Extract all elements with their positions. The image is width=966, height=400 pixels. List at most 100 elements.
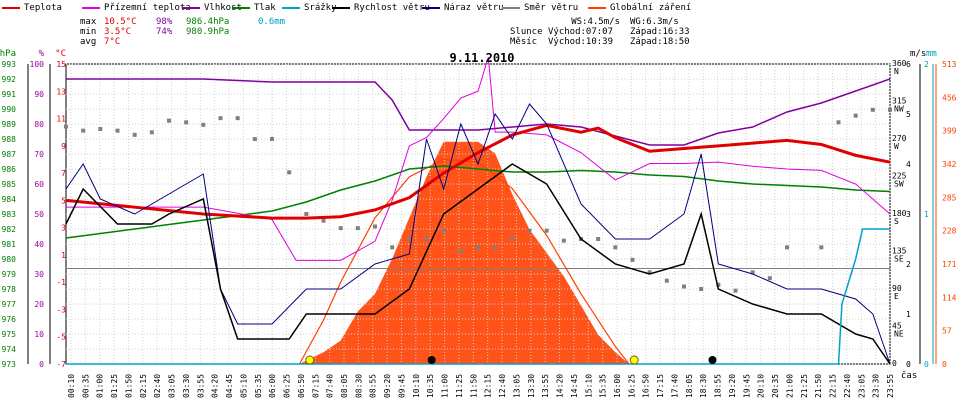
clear-sky-radiation-line xyxy=(298,158,630,365)
pressure-axis-tick: 984 xyxy=(2,195,17,204)
temperature-axis-tick: 3 xyxy=(61,224,66,233)
legend-swatch xyxy=(82,7,100,9)
wind-direction-point xyxy=(596,237,601,241)
direction-letter: SE xyxy=(894,255,904,264)
wind-direction-point xyxy=(338,226,343,231)
axes-layer: 00:10 00:35 01:00 01:25 01:50 02:15 02:40 03:05… xyxy=(0,49,957,398)
x-tick-label: 16:50 xyxy=(642,374,651,398)
x-tick-label: 20:10 xyxy=(757,374,766,398)
wind-direction-point xyxy=(252,137,257,141)
radiation-tick: 228 xyxy=(942,227,957,236)
humidity-axis-tick: 70 xyxy=(34,150,44,159)
wind-direction-point xyxy=(819,245,824,250)
radiation-tick: 114 xyxy=(942,293,957,302)
direction-tick: 0 xyxy=(892,359,897,368)
pressure-axis-tick: 993 xyxy=(2,60,17,69)
wind-direction-point xyxy=(510,237,515,241)
wind-speed-tick: 6 xyxy=(906,60,911,69)
humidity-axis-tick: 100 xyxy=(30,60,45,69)
direction-tick: 225 xyxy=(892,172,907,181)
temperature-axis-tick: 1 xyxy=(61,251,66,260)
pressure-axis-tick: 978 xyxy=(2,285,17,294)
sunset-time: Západ:16:33 xyxy=(630,27,690,37)
markers-layer xyxy=(305,355,717,365)
legend-label: Směr větru xyxy=(524,3,579,13)
humidity-axis-tick: 20 xyxy=(34,300,44,309)
x-tick-label: 06:50 xyxy=(297,374,306,398)
temperature-axis-tick: -3 xyxy=(56,305,66,314)
legend-swatch xyxy=(2,7,20,9)
wind-gust-line xyxy=(65,103,891,365)
wind-direction-point xyxy=(407,237,412,241)
direction-letter: S xyxy=(894,217,899,226)
direction-letter: W xyxy=(894,142,899,151)
stats-max-temperature: 10.5°C xyxy=(104,17,137,27)
x-tick-label: 13:30 xyxy=(527,374,536,398)
wind-gust-summary: WG:6.3m/s xyxy=(630,17,679,27)
x-tick-label: 08:30 xyxy=(354,374,363,398)
legend-item: Globální záření xyxy=(588,3,691,13)
legend-swatch xyxy=(502,7,520,9)
wind-direction-point xyxy=(287,170,292,175)
temperature-axis-tick: 15 xyxy=(56,60,66,69)
wind-direction-point xyxy=(201,122,206,127)
direction-letter: E xyxy=(894,292,899,301)
moonset-time: Západ:18:50 xyxy=(630,37,690,47)
direction-tick: 315 xyxy=(892,97,907,106)
x-tick-label: 11:25 xyxy=(455,374,464,398)
legend-swatch xyxy=(232,7,250,9)
wind-direction-point xyxy=(767,276,772,281)
x-tick-label: 19:20 xyxy=(728,374,737,398)
direction-tick: 135 xyxy=(892,247,907,256)
x-tick-label: 07:40 xyxy=(326,374,335,398)
wind-direction-point xyxy=(785,245,789,250)
pressure-axis-tick: 989 xyxy=(2,120,17,129)
x-tick-label: 01:50 xyxy=(124,374,133,398)
x-tick-label: 17:15 xyxy=(656,374,665,398)
wind-direction-point xyxy=(664,278,669,283)
temperature-axis-tick: 13 xyxy=(56,87,66,96)
x-tick-label: 00:35 xyxy=(81,374,90,398)
x-tick-label: 18:05 xyxy=(685,374,694,398)
x-tick-label: 01:25 xyxy=(110,374,119,398)
wind-speed-tick: 0 xyxy=(906,360,911,369)
wind-speed-tick: 4 xyxy=(906,160,911,169)
radiation-tick: 342 xyxy=(942,160,957,169)
pressure-axis-tick: 991 xyxy=(2,90,17,99)
wind-direction-point xyxy=(853,113,858,118)
wind-direction-point xyxy=(613,245,618,250)
direction-tick: 270 xyxy=(892,134,907,143)
wind-direction-point xyxy=(441,228,446,233)
pressure-axis-tick: 974 xyxy=(2,345,17,354)
x-tick-label: 16:00 xyxy=(613,374,622,398)
x-tick-label: 06:00 xyxy=(268,374,277,398)
wind-direction-point xyxy=(458,249,463,254)
stats-min-label: min xyxy=(80,27,97,37)
rain-axis-label: mm xyxy=(926,49,937,59)
wind-speed-summary: WS:4.5m/s xyxy=(571,17,620,27)
stats-max-label: max xyxy=(80,17,97,27)
wind-direction-point xyxy=(647,270,652,275)
x-tick-label: 22:15 xyxy=(829,374,838,398)
wind-direction-point xyxy=(682,284,686,289)
x-tick-label: 23:55 xyxy=(886,374,895,398)
x-tick-label: 12:15 xyxy=(484,374,493,398)
pressure-axis-tick: 976 xyxy=(2,315,17,324)
x-tick-label: 02:40 xyxy=(153,374,162,398)
legend-label: Náraz větru xyxy=(444,3,504,13)
humidity-axis-tick: 0 xyxy=(39,360,44,369)
x-tick-label: 21:25 xyxy=(800,374,809,398)
x-tick-label: 15:35 xyxy=(599,374,608,398)
wind-direction-point xyxy=(836,120,841,125)
astro-panel: WS:4.5m/s WG:6.3m/s Slunce Východ:07:07 … xyxy=(510,17,690,47)
legend-label: Srážky xyxy=(304,3,337,13)
wind-direction-point xyxy=(64,124,68,129)
radiation-area-layer xyxy=(66,141,890,364)
wind-direction-point xyxy=(561,238,566,243)
radiation-tick: 0 xyxy=(942,360,947,369)
wind-direction-point xyxy=(888,107,892,112)
wind-speed-tick: 1 xyxy=(906,310,911,319)
temperature-axis-tick: 11 xyxy=(56,115,66,124)
stats-min-row: min 3.5°C 74% 980.9hPa xyxy=(80,27,298,37)
radiation-tick: 285 xyxy=(942,193,957,202)
